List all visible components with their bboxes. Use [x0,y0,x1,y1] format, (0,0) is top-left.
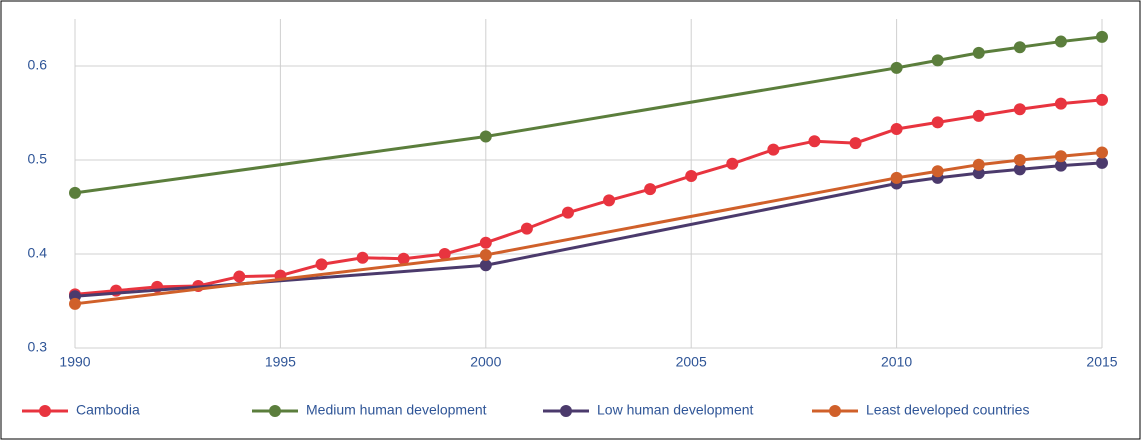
y-tick-label: 0.3 [28,339,48,355]
data-point [69,297,81,310]
data-point [479,236,492,249]
legend-label: Cambodia [76,402,140,418]
legend-marker [560,405,572,417]
data-point [931,116,944,129]
x-tick-label: 2010 [881,354,912,370]
data-point [356,251,369,264]
legend-label: Medium human development [306,402,487,418]
data-point [479,248,492,261]
data-point [1096,146,1108,159]
data-point [1054,159,1067,172]
data-point [972,167,985,180]
data-point [1054,35,1067,48]
data-point [890,61,903,74]
series-line [74,98,1103,296]
series-line [74,150,1103,306]
data-point [561,206,574,219]
data-point [438,248,451,260]
data-point [931,165,944,178]
data-point [69,186,81,199]
data-point [931,54,944,67]
y-tick-label: 0.4 [28,245,48,261]
data-point [603,194,616,207]
x-tick-label: 2005 [676,354,707,370]
y-tick-label: 0.5 [28,151,48,167]
data-point [1013,103,1026,116]
data-point [1054,97,1067,110]
x-tick-label: 2015 [1086,354,1117,370]
data-point [644,183,657,196]
data-point [972,158,985,171]
data-point [1096,156,1108,169]
series-line [74,161,1103,298]
legend-marker [269,405,281,417]
legend-label: Low human development [597,402,754,418]
data-point [972,46,985,59]
data-point [479,130,492,143]
x-tick-label: 1995 [265,354,296,370]
x-tick-label: 2000 [470,354,501,370]
data-point [1096,30,1108,43]
data-point [315,258,328,271]
data-point [1013,163,1026,176]
series-line [74,35,1103,195]
data-point [849,137,862,150]
legend-label: Least developed countries [866,402,1029,418]
data-point [890,122,903,135]
data-point [520,222,533,235]
data-point [479,259,492,272]
data-point [1013,41,1026,54]
x-tick-label: 1990 [59,354,90,370]
data-point [397,252,410,265]
data-point [1013,154,1026,166]
legend-marker [829,405,841,417]
legend-marker [39,405,51,417]
y-tick-label: 0.6 [28,57,48,73]
data-point [1054,150,1067,163]
data-point [233,270,246,283]
data-point [685,169,698,182]
data-point [726,157,739,170]
data-point [808,135,821,148]
data-point [1096,93,1108,106]
data-point [767,143,780,156]
data-point [890,171,903,184]
data-point [972,109,985,122]
